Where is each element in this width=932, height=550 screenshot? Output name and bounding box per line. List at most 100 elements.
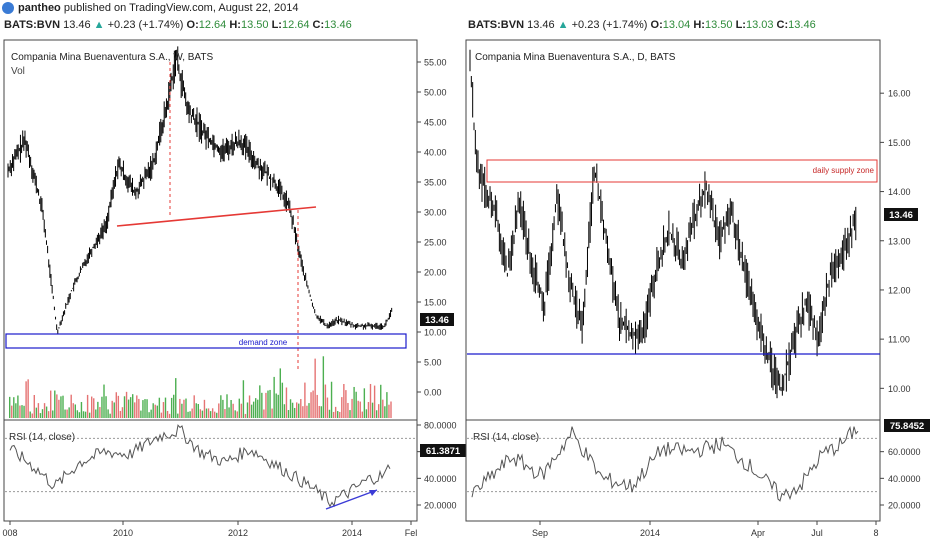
right-l-value: 13.03 xyxy=(745,19,774,31)
volume-bar xyxy=(355,391,357,418)
volume-bar xyxy=(207,408,210,418)
volume-bar xyxy=(19,405,21,418)
volume-bar xyxy=(125,391,128,418)
right-rsi-series xyxy=(471,426,859,502)
volume-bar xyxy=(199,409,202,418)
volume-bar xyxy=(248,395,251,418)
volume-bar xyxy=(152,403,154,418)
volume-bar xyxy=(140,410,142,418)
volume-bar xyxy=(9,396,11,418)
volume-bar xyxy=(60,396,62,418)
volume-bar xyxy=(347,402,349,418)
left-rsi-badge-text: 61.3871 xyxy=(426,446,461,457)
avatar[interactable] xyxy=(2,2,14,14)
volume-bar xyxy=(23,405,25,418)
volume-bar xyxy=(84,411,87,418)
left-time-tick-label: Fel xyxy=(405,528,418,538)
volume-bar xyxy=(146,399,148,418)
volume-bar xyxy=(361,411,363,418)
volume-bar xyxy=(66,409,68,418)
volume-bar xyxy=(95,409,97,418)
right-time-axis: Sep 2014 Apr Jul 8 xyxy=(532,521,879,538)
right-price-tick-label: 15.00 xyxy=(888,138,911,148)
right-chart-title: Compania Mina Buenaventura S.A., D, BATS xyxy=(475,52,676,63)
volume-bar xyxy=(285,387,288,418)
volume-bar xyxy=(56,394,58,418)
right-o-label: O: xyxy=(650,19,663,31)
right-price-tick-label: 12.00 xyxy=(888,285,911,295)
left-time-tick-label: 2012 xyxy=(228,528,248,538)
left-price-axis: 55.00 50.00 45.00 40.00 35.00 30.00 25.00 20.00… xyxy=(417,58,447,398)
demand-zone-label: demand zone xyxy=(239,338,288,347)
volume-bar xyxy=(47,411,50,418)
volume-bar xyxy=(343,384,345,418)
volume-bar xyxy=(214,411,216,418)
volume-bar xyxy=(29,411,31,418)
volume-bar xyxy=(129,397,132,418)
bullish-divergence-arrow[interactable] xyxy=(325,489,378,510)
left-c-label: C: xyxy=(312,19,325,31)
volume-bar xyxy=(244,413,247,418)
volume-bar xyxy=(382,399,384,418)
volume-bar xyxy=(267,390,269,418)
left-main-pane[interactable] xyxy=(3,39,418,421)
volume-bar xyxy=(353,386,355,418)
volume-bar xyxy=(318,405,320,418)
left-vol-label: Vol xyxy=(11,66,25,77)
volume-bar xyxy=(375,410,378,418)
volume-bar xyxy=(193,395,195,418)
volume-bar xyxy=(33,394,35,418)
volume-bar xyxy=(300,399,302,418)
volume-bar xyxy=(21,405,23,418)
volume-bar xyxy=(27,379,29,418)
volume-bar xyxy=(283,404,286,418)
volume-bar xyxy=(88,412,91,418)
volume-bar xyxy=(160,412,163,418)
volume-bar xyxy=(41,409,44,418)
volume-bar xyxy=(86,394,89,418)
left-price-badge xyxy=(420,313,454,326)
volume-bar xyxy=(275,393,277,418)
left-o-label: O: xyxy=(186,19,199,31)
volume-bar xyxy=(224,409,226,418)
volume-bar xyxy=(291,402,294,418)
volume-bar xyxy=(105,396,107,418)
left-l-label: L: xyxy=(271,19,282,31)
left-price-tick-label: 35.00 xyxy=(424,178,447,188)
volume-bar xyxy=(179,398,181,418)
volume-bar xyxy=(263,409,265,418)
volume-bar xyxy=(363,388,366,418)
left-price-tick-label: 20.00 xyxy=(424,268,447,278)
daily-supply-zone-box[interactable] xyxy=(486,159,878,183)
left-price-tick-label: 45.00 xyxy=(424,118,447,128)
volume-bar xyxy=(234,410,236,418)
left-ohlc-line: BATS:BVN 13.46 ▲ +0.23 (+1.74%) O:12.64 … xyxy=(4,19,352,31)
volume-bar xyxy=(324,384,327,418)
left-volume-bars xyxy=(9,356,392,418)
right-price-tick-label: 14.00 xyxy=(888,187,911,197)
volume-bar xyxy=(252,401,255,418)
volume-bar xyxy=(298,403,300,418)
volume-bar xyxy=(39,413,42,418)
left-l-value: 12.64 xyxy=(281,19,310,31)
volume-bar xyxy=(390,401,392,418)
volume-bar xyxy=(271,408,273,418)
volume-bar xyxy=(121,407,124,418)
neckline-trendline[interactable] xyxy=(116,206,317,227)
right-price-tick-label: 11.00 xyxy=(888,335,910,345)
volume-bar xyxy=(359,401,361,418)
author-link[interactable]: pantheo xyxy=(18,2,61,14)
left-time-tick-label: 008 xyxy=(2,528,17,538)
demand-zone-box[interactable] xyxy=(5,333,407,349)
left-price-tick-label: 15.00 xyxy=(424,298,447,308)
right-time-tick-label: Jul xyxy=(811,528,823,538)
right-rsi-pane[interactable] xyxy=(465,419,881,522)
right-change: +0.23 (+1.74%) xyxy=(571,19,648,31)
volume-bar xyxy=(310,392,312,418)
right-c-value: 13.46 xyxy=(788,19,816,31)
volume-bar xyxy=(115,392,117,418)
left-h-value: 13.50 xyxy=(240,19,269,31)
volume-bar xyxy=(201,410,204,418)
volume-bar xyxy=(293,407,296,418)
